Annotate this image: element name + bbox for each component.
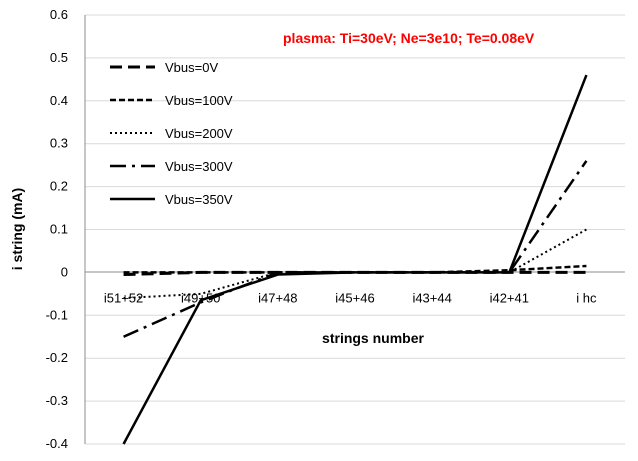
y-tick-label: -0.3 [46, 393, 68, 408]
x-category-label: i49+50 [181, 290, 220, 305]
y-tick-label: -0.2 [46, 350, 68, 365]
series-line-vbus-350v [122, 74, 588, 445]
series-line-vbus-300v [123, 160, 588, 338]
y-tick-label: 0.2 [50, 179, 68, 194]
y-tick-label: 0 [61, 264, 68, 279]
x-category-label: i43+44 [412, 290, 451, 305]
legend-label: Vbus=100V [165, 93, 233, 108]
x-category-label: i hc [576, 290, 597, 305]
y-tick-label: 0.1 [50, 222, 68, 237]
x-axis-title: strings number [322, 330, 424, 346]
legend-label: Vbus=200V [165, 126, 233, 141]
plasma-annotation: plasma: Ti=30eV; Ne=3e10; Te=0.08eV [283, 30, 535, 46]
series-lines [122, 74, 588, 445]
legend-label: Vbus=350V [165, 192, 233, 207]
y-tick-label: 0.3 [50, 136, 68, 151]
y-tick-label: 0.5 [50, 50, 68, 65]
y-tick-label: 0.6 [50, 7, 68, 22]
y-tick-label: -0.4 [46, 436, 68, 451]
x-category-label: i47+48 [258, 290, 297, 305]
legend-label: Vbus=0V [165, 60, 218, 75]
y-tick-label: 0.4 [50, 93, 68, 108]
legend: Vbus=0V Vbus=100V Vbus=200V Vbus=300V Vbus=3… [110, 60, 233, 207]
series-line-vbus-200v [123, 228, 587, 300]
series-line-vbus-100v [123, 264, 587, 274]
x-category-label: i45+46 [335, 290, 374, 305]
x-axis-categories: i51+52 i49+50 i47+48 i45+46 i43+44 i42+41 i hc [104, 290, 597, 305]
y-tick-label: -0.1 [46, 307, 68, 322]
legend-label: Vbus=300V [165, 159, 233, 174]
gridlines [85, 14, 625, 445]
y-axis-title: i string (mA) [9, 188, 25, 270]
x-category-label: i42+41 [490, 290, 529, 305]
y-axis-ticks: 0.6 0.5 0.4 0.3 0.2 0.1 0 -0.1 -0.2 -0.3 -0.4 [46, 7, 68, 451]
